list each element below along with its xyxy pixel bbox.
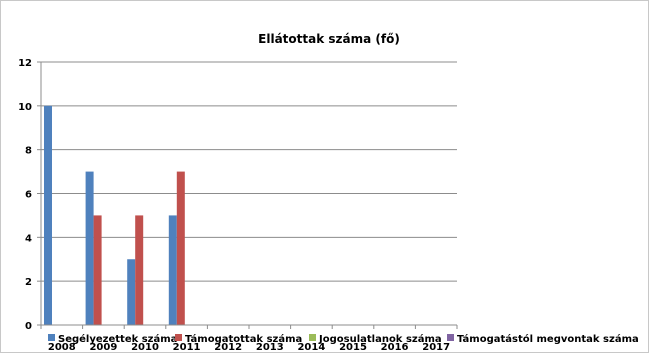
legend-swatch-2 [309,334,316,341]
x-tick-label: 2012 [214,342,242,353]
legend-swatch-3 [447,334,454,341]
y-tick-label: 12 [18,58,32,69]
y-tick-label: 6 [25,190,32,201]
y-axis-ticks: 0 2 4 6 8 10 12 [18,58,41,332]
y-tick-label: 0 [25,321,32,332]
bar-0-2011 [168,215,177,325]
legend-swatch-0 [48,334,55,341]
x-tick-label: 2013 [256,342,284,353]
bar-0-2010 [127,259,136,325]
x-tick-label: 2014 [297,342,325,353]
x-tick-label: 2015 [339,342,367,353]
x-tick-label: 2017 [422,342,450,353]
legend-label-1: Támogatottak száma [185,333,302,345]
axes [40,62,458,329]
legend-swatch-1 [175,334,182,341]
legend-label-2: Jogosulatlanok száma [318,333,442,345]
bar-0-2009 [85,171,94,325]
x-axis-ticks: 2008 2009 2010 2011 2012 2013 2014 2015 2016 2017 [48,342,450,353]
chart-title: Ellátottak száma (fő) [258,32,400,46]
legend-label-0: Segélyezettek száma [58,333,177,345]
x-tick-label: 2016 [381,342,409,353]
bars [44,105,185,325]
bar-1-2009 [93,215,102,325]
bar-0-2008 [44,105,52,325]
y-tick-label: 4 [25,233,32,244]
bar-1-2010 [135,215,144,325]
x-tick-label: 2010 [131,342,159,353]
y-tick-label: 2 [25,277,32,288]
x-tick-label: 2008 [48,342,76,353]
x-tick-label: 2009 [89,342,117,353]
gridlines [41,61,457,282]
x-tick-label: 2011 [173,342,201,353]
legend-label-3: Támogatástól megvontak száma [457,333,639,345]
y-tick-label: 8 [25,146,32,157]
y-tick-label: 10 [18,102,32,113]
bar-1-2011 [176,171,185,325]
legend: Segélyezettek száma Támogatottak száma Jog… [48,333,639,345]
